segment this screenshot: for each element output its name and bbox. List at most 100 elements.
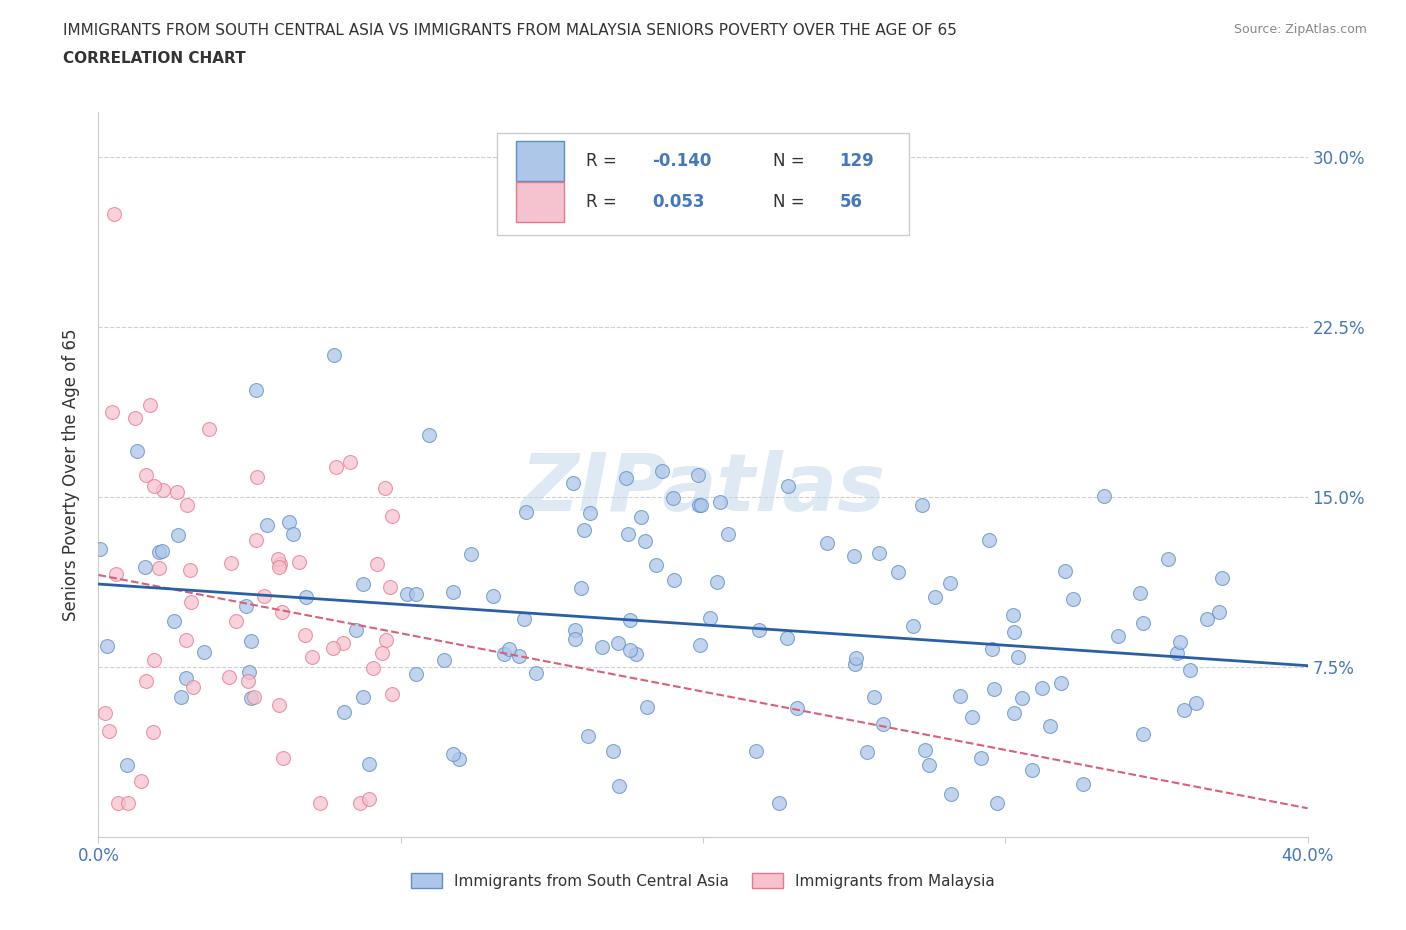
Point [688, 498, 710, 512]
Point [166, 485, 188, 499]
Point [395, 586, 418, 601]
Point [115, 758, 138, 773]
Point [107, 795, 129, 810]
Point [218, 670, 240, 684]
Point [662, 572, 685, 587]
Point [374, 480, 396, 495]
Point [1092, 488, 1115, 503]
Point [1002, 607, 1025, 622]
Point [235, 598, 257, 613]
Point [845, 651, 868, 666]
Point [163, 614, 186, 629]
Point [572, 522, 595, 537]
Point [616, 526, 638, 541]
Point [150, 544, 173, 559]
Point [246, 470, 269, 485]
Point [1071, 777, 1094, 791]
Text: 0.053: 0.053 [652, 193, 704, 211]
Point [515, 505, 537, 520]
Point [939, 787, 962, 802]
Point [380, 686, 402, 701]
Point [432, 653, 454, 668]
Point [441, 747, 464, 762]
Point [152, 483, 174, 498]
Point [266, 551, 288, 566]
Point [239, 633, 262, 648]
Point [1129, 585, 1152, 600]
Text: N =: N = [773, 152, 810, 170]
Point [380, 579, 402, 594]
Point [418, 428, 440, 443]
Point [176, 498, 198, 512]
Point [524, 666, 547, 681]
Point [332, 636, 354, 651]
Point [344, 623, 367, 638]
Point [903, 619, 925, 634]
Point [124, 411, 146, 426]
Point [357, 756, 380, 771]
Text: 129: 129 [839, 152, 875, 170]
Point [301, 650, 323, 665]
Point [332, 704, 354, 719]
Point [174, 671, 197, 685]
Point [706, 575, 728, 590]
Text: R =: R = [586, 152, 621, 170]
Point [709, 495, 731, 510]
Point [564, 631, 586, 646]
Point [1053, 564, 1076, 578]
Point [148, 544, 170, 559]
Point [614, 471, 637, 485]
Point [236, 673, 259, 688]
Point [634, 534, 657, 549]
Point [949, 688, 972, 703]
Point [294, 590, 316, 604]
Point [1132, 616, 1154, 631]
Point [1002, 705, 1025, 720]
Point [868, 545, 890, 560]
Point [371, 645, 394, 660]
Point [277, 514, 299, 529]
Point [104, 566, 127, 581]
Point [449, 751, 471, 766]
Point [253, 589, 276, 604]
Point [134, 560, 156, 575]
Point [238, 665, 260, 680]
Point [221, 555, 243, 570]
Point [1050, 676, 1073, 691]
Text: R =: R = [586, 193, 621, 211]
Text: 56: 56 [839, 193, 863, 211]
Point [842, 549, 865, 564]
Point [405, 587, 427, 602]
FancyBboxPatch shape [498, 133, 908, 235]
Point [167, 528, 190, 543]
Point [1178, 662, 1201, 677]
Point [513, 612, 536, 627]
Text: -0.140: -0.140 [652, 152, 711, 170]
Point [245, 382, 267, 397]
Point [1157, 551, 1180, 566]
Point [887, 565, 910, 579]
Point [1166, 645, 1188, 660]
Bar [516, 182, 564, 222]
Point [1132, 726, 1154, 741]
Point [591, 640, 613, 655]
Point [1062, 591, 1084, 606]
Point [93, 706, 115, 721]
Point [269, 698, 291, 713]
Point [97, 724, 120, 738]
Point [96, 638, 118, 653]
Point [294, 628, 316, 643]
Point [135, 467, 157, 482]
Point [198, 421, 221, 436]
Point [1107, 629, 1129, 644]
Text: IMMIGRANTS FROM SOUTH CENTRAL ASIA VS IMMIGRANTS FROM MALAYSIA SENIORS POVERTY O: IMMIGRANTS FROM SOUTH CENTRAL ASIA VS IM… [63, 23, 957, 38]
Point [287, 554, 309, 569]
Point [142, 724, 165, 739]
Point [624, 647, 647, 662]
Point [498, 642, 520, 657]
Point [914, 743, 936, 758]
Text: CORRELATION CHART: CORRELATION CHART [63, 51, 246, 66]
Point [273, 751, 295, 765]
Point [89, 541, 111, 556]
Point [745, 744, 768, 759]
